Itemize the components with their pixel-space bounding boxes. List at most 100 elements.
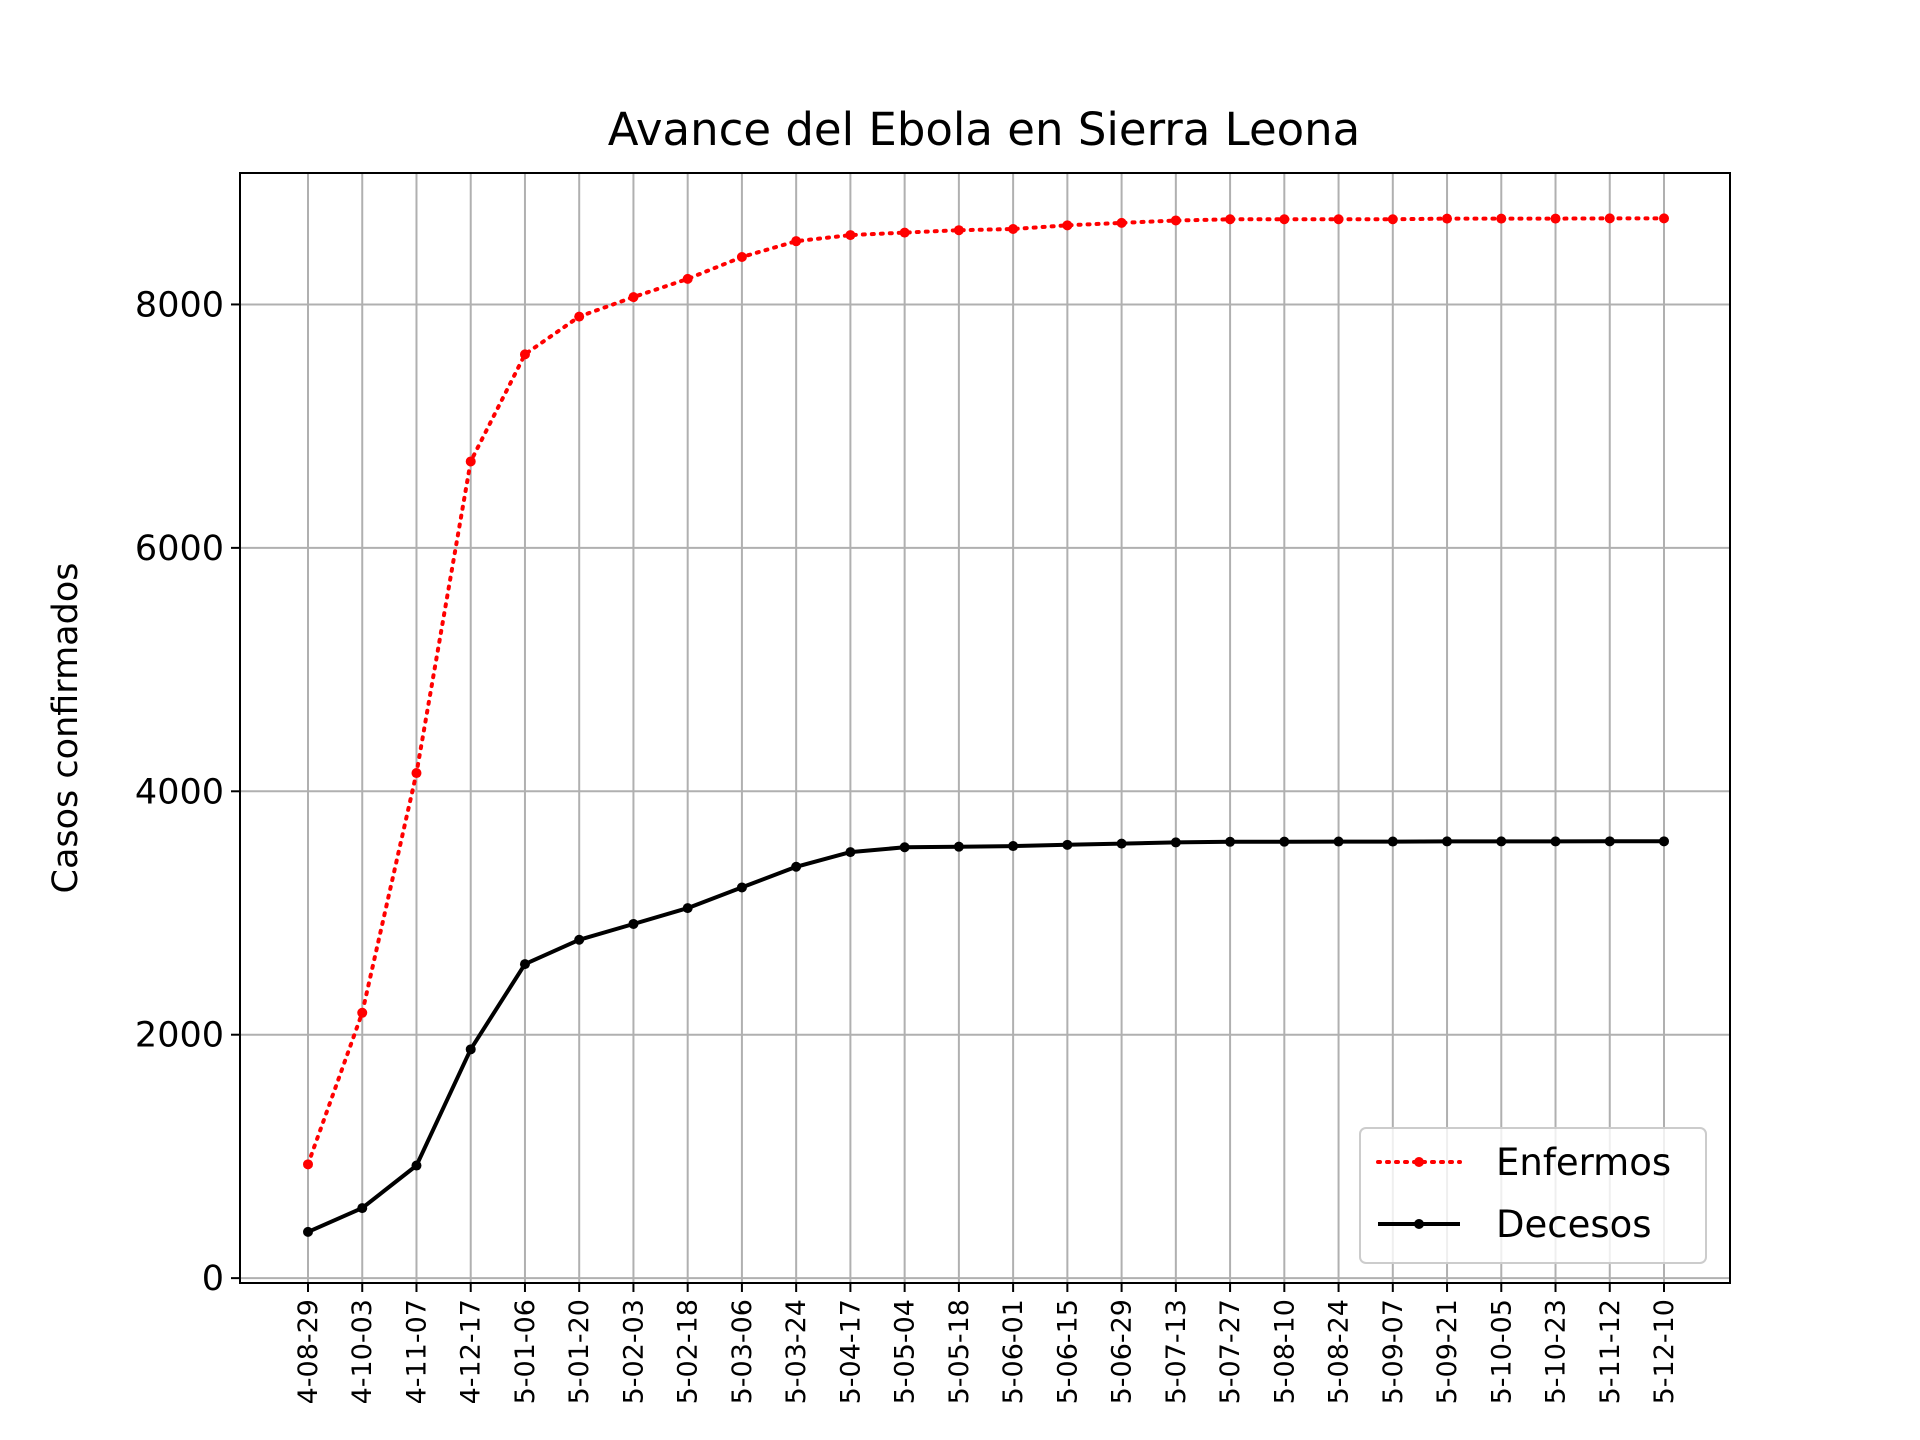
y-tick-label: 6000 <box>135 529 224 569</box>
data-point-enfermos <box>628 292 639 303</box>
data-point-decesos <box>1496 836 1507 847</box>
data-point-decesos <box>1170 837 1181 848</box>
data-point-decesos <box>845 847 856 858</box>
data-point-enfermos <box>1604 213 1615 224</box>
data-point-enfermos <box>899 227 910 238</box>
legend-box <box>1359 1127 1707 1264</box>
data-point-decesos <box>1550 836 1561 847</box>
x-tick-label: 4-08-29 <box>293 1299 324 1404</box>
x-tick-label: 5-03-24 <box>781 1299 812 1404</box>
data-point-enfermos <box>845 230 856 241</box>
data-point-decesos <box>682 903 693 914</box>
series-line-decesos <box>307 839 1664 1234</box>
data-point-enfermos <box>682 273 693 284</box>
x-tick-label: 5-06-15 <box>1052 1299 1083 1404</box>
chart-title: Avance del Ebola en Sierra Leona <box>608 103 1361 156</box>
data-point-decesos <box>953 841 964 852</box>
x-tick-label: 5-09-07 <box>1378 1299 1409 1404</box>
x-tick-label: 5-04-17 <box>835 1299 866 1404</box>
data-point-enfermos <box>1279 214 1290 225</box>
x-tick-label: 5-05-04 <box>890 1299 921 1404</box>
data-point-enfermos <box>1387 214 1398 225</box>
data-point-enfermos <box>357 1007 368 1018</box>
data-point-enfermos <box>1170 215 1181 226</box>
data-point-decesos <box>1333 836 1344 847</box>
legend-marker-enfermos <box>1414 1157 1424 1167</box>
x-tick-label: 5-06-29 <box>1107 1299 1138 1404</box>
grid-layer <box>240 173 1730 1283</box>
x-tick-label: 5-02-18 <box>673 1299 704 1404</box>
data-point-decesos <box>1387 836 1398 847</box>
data-point-enfermos <box>465 456 476 467</box>
data-point-enfermos <box>736 251 747 262</box>
x-tick-label: 5-01-20 <box>564 1299 595 1404</box>
x-tick-label: 5-10-05 <box>1486 1299 1517 1404</box>
data-point-decesos <box>411 1160 422 1171</box>
data-point-enfermos <box>1550 213 1561 224</box>
x-tick-label: 5-01-06 <box>510 1299 541 1404</box>
series-layer <box>303 213 1669 1237</box>
y-tick-label: 0 <box>202 1259 224 1299</box>
x-tick-label: 5-08-24 <box>1324 1299 1355 1404</box>
data-point-decesos <box>791 861 802 872</box>
legend-marker-decesos <box>1414 1219 1424 1229</box>
plot-frame <box>239 172 1731 1284</box>
data-point-enfermos <box>1659 213 1669 224</box>
data-point-enfermos <box>574 311 585 322</box>
x-axis: 4-08-29 4-10-03 4-11-07 4-12-17 5-01-06 5-01-… <box>293 1283 1680 1404</box>
data-point-enfermos <box>953 225 964 236</box>
x-tick-label: 4-12-17 <box>456 1299 487 1404</box>
y-axis-label: Casos confirmados <box>46 563 86 894</box>
data-point-decesos <box>1225 836 1236 847</box>
data-point-decesos <box>303 1226 313 1237</box>
legend: Enfermos Decesos <box>1359 1127 1707 1264</box>
x-tick-label: 5-03-06 <box>727 1299 758 1404</box>
x-tick-label: 5-06-01 <box>998 1299 1029 1404</box>
x-tick-label: 5-11-12 <box>1595 1299 1626 1404</box>
data-point-decesos <box>357 1203 368 1214</box>
data-point-decesos <box>1116 838 1127 849</box>
data-point-decesos <box>736 882 747 893</box>
data-point-decesos <box>899 842 910 853</box>
data-point-enfermos <box>1225 214 1236 225</box>
data-point-decesos <box>519 959 530 970</box>
legend-label-decesos: Decesos <box>1496 1203 1652 1246</box>
data-point-enfermos <box>1116 217 1127 228</box>
data-point-decesos <box>1442 836 1453 847</box>
x-tick-label: 5-07-27 <box>1215 1299 1246 1404</box>
data-point-decesos <box>628 918 639 929</box>
data-point-enfermos <box>791 236 802 247</box>
plot-background <box>240 173 1730 1283</box>
series-line-enfermos <box>306 216 1666 1167</box>
data-point-enfermos <box>519 349 530 360</box>
x-tick-label: 4-10-03 <box>347 1299 378 1404</box>
legend-label-enfermos: Enfermos <box>1496 1141 1671 1184</box>
y-axis: 0 2000 4000 6000 8000 <box>135 285 240 1299</box>
x-tick-label: 5-10-23 <box>1541 1299 1572 1404</box>
plot-area <box>239 172 1731 1284</box>
data-point-enfermos <box>303 1159 313 1170</box>
x-tick-label: 5-02-03 <box>618 1299 649 1404</box>
data-point-decesos <box>1008 841 1019 852</box>
data-point-decesos <box>1659 836 1669 847</box>
x-tick-label: 5-12-10 <box>1649 1299 1680 1404</box>
data-point-decesos <box>465 1044 476 1055</box>
y-tick-label: 2000 <box>135 1016 224 1056</box>
data-point-enfermos <box>1008 223 1019 234</box>
x-tick-label: 5-05-18 <box>944 1299 975 1404</box>
x-tick-label: 5-07-13 <box>1161 1299 1192 1404</box>
y-tick-label: 8000 <box>135 285 224 325</box>
data-point-decesos <box>1604 836 1615 847</box>
data-point-enfermos <box>1442 213 1453 224</box>
data-point-enfermos <box>1333 214 1344 225</box>
data-point-enfermos <box>1062 220 1073 231</box>
x-tick-label: 5-09-21 <box>1432 1299 1463 1404</box>
y-tick-label: 4000 <box>135 772 224 812</box>
data-point-decesos <box>1062 839 1073 850</box>
x-tick-label: 5-08-10 <box>1269 1299 1300 1404</box>
data-point-decesos <box>1279 836 1290 847</box>
data-point-enfermos <box>1496 213 1507 224</box>
data-point-decesos <box>574 934 585 945</box>
x-tick-label: 4-11-07 <box>401 1299 432 1404</box>
